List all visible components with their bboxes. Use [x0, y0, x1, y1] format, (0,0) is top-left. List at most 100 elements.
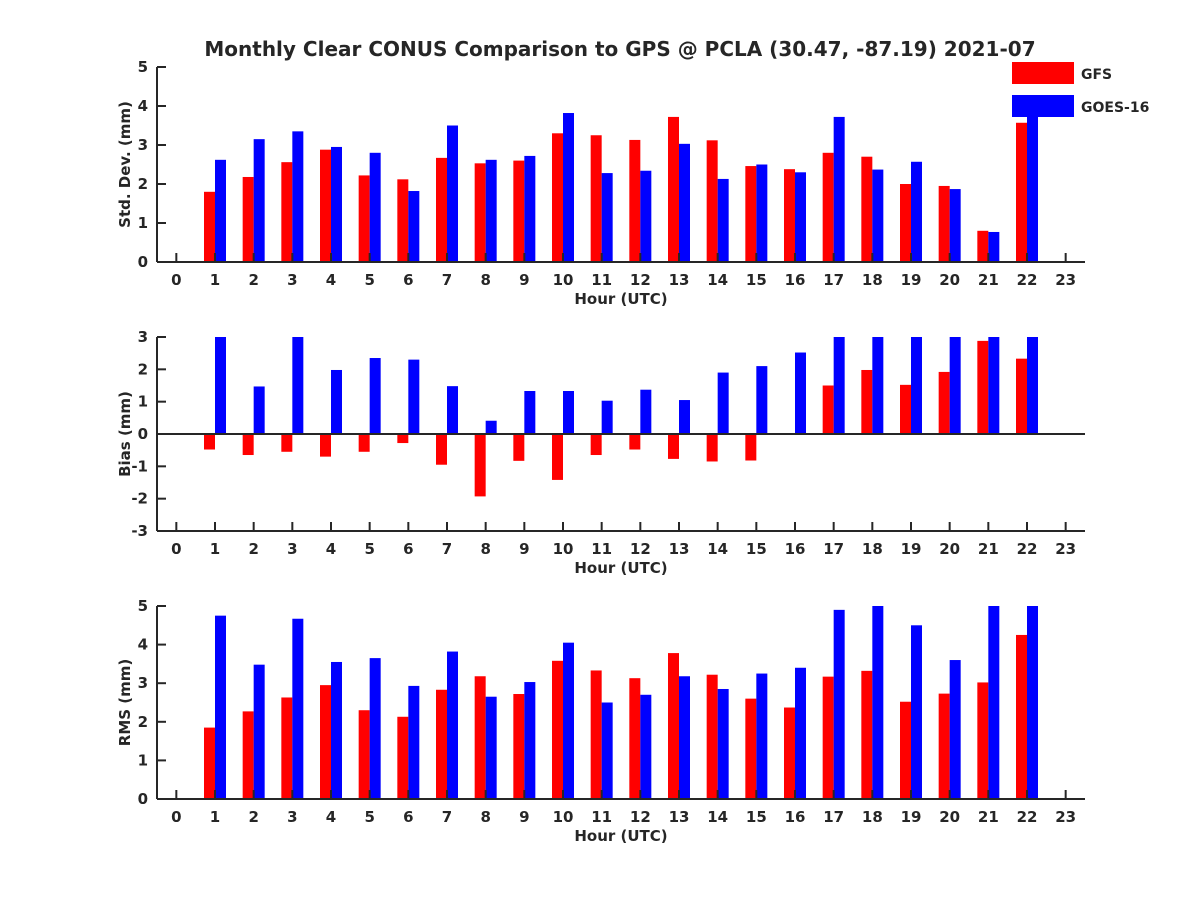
std-dev-gfs-bar-3 [281, 162, 293, 262]
bias-gfs-bar-18 [861, 369, 873, 434]
std-dev-gfs-bar-12 [629, 139, 641, 262]
std-dev-goes16-bar-17 [833, 116, 845, 262]
rms-x-tick-label-0: 0 [171, 808, 181, 826]
rms-goes16-bar-5 [369, 658, 381, 799]
bias-gfs-bar-3 [281, 434, 293, 452]
std-dev-x-tick-label-5: 5 [364, 271, 374, 289]
std-dev-x-tick-label-18: 18 [862, 271, 883, 289]
std-dev-x-tick-label-2: 2 [248, 271, 258, 289]
std-dev-goes16-bar-22 [1027, 98, 1038, 262]
bias-gfs-bar-7 [436, 434, 447, 465]
bias-goes16-bar-11 [601, 400, 613, 434]
rms-gfs-bar-21 [977, 682, 989, 799]
rms-gfs-bar-9 [513, 694, 525, 799]
rms-gfs-bar-20 [938, 693, 950, 799]
chart-title: Monthly Clear CONUS Comparison to GPS @ … [204, 37, 1035, 61]
bias-goes16-bar-21 [988, 337, 1000, 434]
std-dev-x-tick-label-20: 20 [939, 271, 960, 289]
bias-gfs-bar-14 [706, 434, 718, 462]
std-dev-gfs-bar-4 [320, 149, 331, 262]
bias-goes16-bar-10 [563, 391, 574, 434]
std-dev-y-tick-label-0: 0 [138, 253, 148, 271]
bias-y-tick-label-2: 2 [138, 360, 148, 378]
bias-x-tick-label-19: 19 [901, 540, 922, 558]
bias-goes16-bar-4 [331, 369, 342, 434]
bias-y-tick-label--1: -1 [131, 457, 148, 475]
legend-swatch-goes16 [1012, 95, 1074, 117]
bias-gfs-bar-1 [204, 434, 215, 450]
std-dev-gfs-bar-1 [204, 191, 215, 262]
bias-x-tick-label-16: 16 [785, 540, 806, 558]
bias-goes16-bar-5 [369, 358, 381, 434]
rms-x-tick-label-6: 6 [403, 808, 413, 826]
rms-y-tick-label-3: 3 [138, 674, 148, 692]
bias-y-tick-label--3: -3 [131, 522, 148, 540]
rms-goes16-bar-14 [717, 688, 729, 799]
std-dev-gfs-bar-21 [977, 230, 989, 262]
std-dev-y-axis-label: Std. Dev. (mm) [116, 101, 134, 228]
rms-gfs-bar-2 [242, 711, 254, 799]
std-dev-x-tick-label-6: 6 [403, 271, 413, 289]
bias-goes16-bar-14 [717, 372, 729, 434]
rms-goes16-bar-10 [563, 642, 574, 799]
rms-goes16-bar-12 [640, 694, 652, 799]
legend-label-gfs: GFS [1081, 67, 1112, 83]
rms-gfs-bar-6 [397, 716, 409, 799]
bias-y-axis-label: Bias (mm) [116, 391, 134, 477]
bias-x-tick-label-4: 4 [326, 540, 336, 558]
std-dev-gfs-bar-8 [474, 163, 486, 262]
std-dev-goes16-bar-14 [717, 178, 729, 262]
std-dev-gfs-bar-18 [861, 156, 873, 262]
bias-x-tick-label-9: 9 [519, 540, 529, 558]
rms-x-tick-label-23: 23 [1055, 808, 1076, 826]
bias-x-tick-label-1: 1 [210, 540, 220, 558]
rms-goes16-bar-20 [949, 660, 961, 799]
bias-gfs-bar-17 [822, 385, 834, 434]
legend-label-goes16: GOES-16 [1081, 100, 1149, 116]
std-dev-x-tick-label-9: 9 [519, 271, 529, 289]
bias-goes16-bar-12 [640, 389, 652, 434]
std-dev-y-tick-label-1: 1 [138, 214, 148, 232]
std-dev-gfs-bar-13 [668, 116, 679, 262]
bias-goes16-bar-15 [756, 366, 768, 434]
rms-x-tick-label-5: 5 [364, 808, 374, 826]
rms-x-tick-label-9: 9 [519, 808, 529, 826]
rms-gfs-bar-15 [745, 698, 757, 799]
std-dev-x-tick-label-3: 3 [287, 271, 297, 289]
rms-gfs-bar-5 [358, 710, 370, 799]
bias-x-tick-label-21: 21 [978, 540, 999, 558]
rms-gfs-bar-10 [552, 660, 563, 799]
rms-x-tick-label-15: 15 [746, 808, 767, 826]
std-dev-y-tick-label-5: 5 [138, 58, 148, 76]
rms-x-tick-label-3: 3 [287, 808, 297, 826]
bias-gfs-bar-2 [242, 434, 254, 456]
bias-goes16-bar-20 [949, 337, 961, 434]
std-dev-goes16-bar-1 [215, 159, 226, 262]
bias-gfs-bar-8 [474, 434, 486, 497]
rms-x-tick-label-2: 2 [248, 808, 258, 826]
std-dev-x-tick-label-14: 14 [707, 271, 728, 289]
std-dev-gfs-bar-2 [242, 176, 254, 262]
std-dev-gfs-bar-6 [397, 179, 409, 262]
std-dev-x-tick-label-1: 1 [210, 271, 220, 289]
bias-x-tick-label-12: 12 [630, 540, 651, 558]
std-dev-goes16-bar-18 [872, 169, 884, 262]
rms-goes16-bar-13 [679, 676, 690, 799]
std-dev-goes16-bar-13 [679, 143, 690, 262]
bias-gfs-bar-6 [397, 434, 409, 444]
bias-gfs-bar-9 [513, 434, 525, 461]
bias-gfs-bar-12 [629, 434, 641, 450]
std-dev-gfs-bar-16 [784, 169, 795, 262]
rms-x-tick-label-20: 20 [939, 808, 960, 826]
std-dev-gfs-bar-10 [552, 133, 563, 262]
std-dev-goes16-bar-7 [447, 125, 458, 262]
std-dev-x-tick-label-11: 11 [591, 271, 612, 289]
rms-gfs-bar-17 [822, 676, 834, 799]
rms-y-tick-label-5: 5 [138, 597, 148, 615]
std-dev-x-tick-label-13: 13 [669, 271, 690, 289]
std-dev-goes16-bar-6 [408, 191, 420, 262]
rms-x-tick-label-4: 4 [326, 808, 336, 826]
bias-gfs-bar-20 [938, 371, 950, 434]
bias-x-tick-label-8: 8 [480, 540, 490, 558]
